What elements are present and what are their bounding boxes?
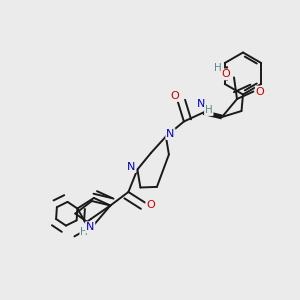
Text: N: N [127,162,136,172]
Text: N: N [86,222,94,232]
Text: O: O [256,86,265,97]
Text: N: N [197,99,205,109]
Text: O: O [146,200,155,211]
Text: N: N [166,129,175,139]
Text: O: O [221,69,230,80]
Text: O: O [170,91,179,101]
Text: H: H [214,63,221,73]
Text: H: H [80,227,88,237]
Text: H: H [205,105,213,115]
